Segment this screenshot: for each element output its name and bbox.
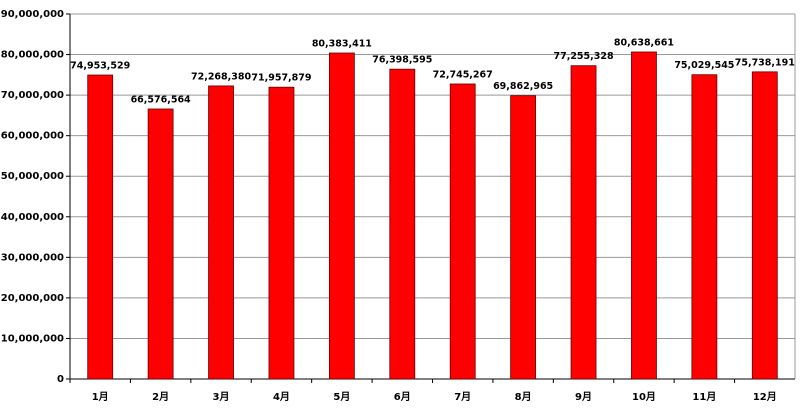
value-label: 75,029,545 — [674, 60, 734, 71]
x-tick-label: 2月 — [152, 391, 169, 403]
value-label: 75,738,191 — [735, 57, 795, 68]
bar — [691, 74, 718, 380]
x-tick-label: 11月 — [692, 391, 716, 403]
y-tick-label: 30,000,000 — [1, 252, 64, 263]
x-tick-label: 5月 — [333, 391, 350, 403]
value-label: 80,383,411 — [312, 39, 372, 50]
bar — [147, 108, 174, 380]
value-label: 71,957,879 — [251, 73, 311, 84]
value-label: 76,398,595 — [372, 55, 432, 66]
value-label: 80,638,661 — [614, 37, 674, 48]
x-tick-label: 9月 — [575, 391, 592, 403]
value-label: 77,255,328 — [553, 51, 613, 62]
bar — [208, 85, 234, 380]
y-tick-label: 40,000,000 — [1, 212, 64, 223]
x-tick-label: 10月 — [632, 391, 656, 403]
bar — [389, 68, 416, 380]
x-tick-label: 8月 — [515, 391, 532, 403]
value-label: 74,953,529 — [70, 61, 130, 72]
x-tick-label: 3月 — [213, 391, 230, 403]
x-tick-label: 7月 — [454, 391, 471, 403]
bar — [87, 74, 114, 380]
value-label: 69,862,965 — [493, 81, 553, 92]
x-tick-label: 6月 — [394, 391, 411, 403]
y-tick-label: 10,000,000 — [1, 333, 64, 344]
y-tick-label: 60,000,000 — [1, 131, 64, 142]
x-tick-label: 1月 — [92, 391, 109, 403]
y-tick-label: 50,000,000 — [1, 171, 64, 182]
bar — [570, 65, 597, 380]
x-tick-label: 12月 — [753, 391, 777, 403]
y-tick-label: 80,000,000 — [1, 50, 64, 61]
y-tick-label: 70,000,000 — [1, 90, 64, 101]
y-tick-label: 0 — [57, 374, 64, 385]
value-label: 66,576,564 — [131, 94, 191, 105]
y-tick-label: 90,000,000 — [1, 9, 64, 20]
bar — [449, 83, 476, 380]
bar — [631, 51, 657, 380]
bar — [751, 71, 778, 380]
value-label: 72,268,380 — [191, 71, 251, 82]
bar — [328, 52, 355, 380]
x-tick-label: 4月 — [273, 391, 290, 403]
bar — [268, 86, 295, 380]
value-label: 72,745,267 — [433, 69, 493, 80]
bar — [510, 95, 537, 380]
y-tick-label: 20,000,000 — [1, 293, 64, 304]
